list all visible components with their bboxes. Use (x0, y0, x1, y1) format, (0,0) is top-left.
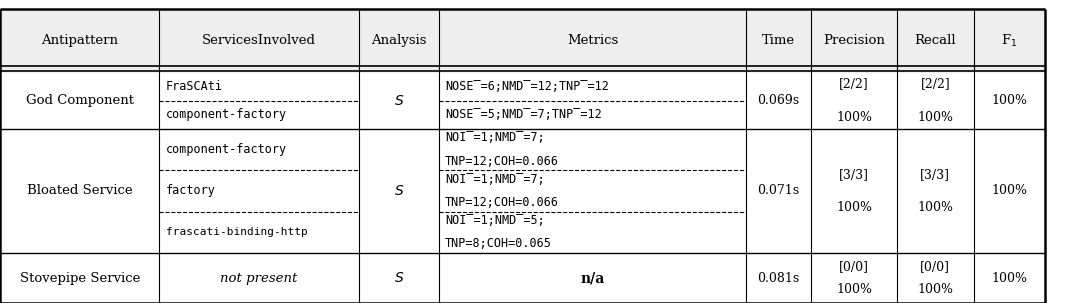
Text: 100%: 100% (991, 94, 1027, 107)
Text: Recall: Recall (914, 35, 956, 47)
Text: not present: not present (221, 271, 297, 285)
Text: 0.069s: 0.069s (757, 94, 800, 107)
Text: Bloated Service: Bloated Service (27, 185, 132, 197)
Text: 100%: 100% (991, 271, 1027, 285)
Text: NOI̅=1;NMD̅=5;: NOI̅=1;NMD̅=5; (445, 214, 545, 227)
Text: $S$: $S$ (394, 94, 404, 108)
Text: n/a: n/a (581, 271, 605, 285)
Text: Precision: Precision (823, 35, 885, 47)
Text: Antipattern: Antipattern (41, 35, 118, 47)
Text: ServicesInvolved: ServicesInvolved (202, 35, 316, 47)
Text: TNP=12;COH=0.066: TNP=12;COH=0.066 (445, 155, 559, 168)
Text: frascati-binding-http: frascati-binding-http (166, 227, 308, 237)
Text: [0/0]: [0/0] (839, 261, 869, 274)
Text: [3/3]: [3/3] (921, 168, 950, 181)
Text: [2/2]: [2/2] (921, 77, 950, 90)
Text: 100%: 100% (918, 111, 953, 124)
Text: NOI̅=1;NMD̅=7;: NOI̅=1;NMD̅=7; (445, 132, 545, 145)
Text: 0.071s: 0.071s (757, 185, 800, 197)
Bar (0, 9, 1045, 73)
Text: NOI̅=1;NMD̅=7;: NOI̅=1;NMD̅=7; (445, 173, 545, 186)
Text: Analysis: Analysis (372, 35, 426, 47)
Text: 100%: 100% (836, 282, 872, 295)
Text: God Component: God Component (26, 94, 134, 107)
Text: Time: Time (763, 35, 795, 47)
Text: Metrics: Metrics (568, 35, 618, 47)
Text: 100%: 100% (918, 282, 953, 295)
Text: TNP=8;COH=0.065: TNP=8;COH=0.065 (445, 237, 551, 250)
Text: 100%: 100% (836, 111, 872, 124)
Text: 100%: 100% (918, 201, 953, 214)
Bar (0, 73, 1045, 303)
Text: 100%: 100% (836, 201, 872, 214)
Text: F$_1$: F$_1$ (1001, 33, 1018, 49)
Text: FraSCAti: FraSCAti (166, 80, 223, 93)
Text: component-factory: component-factory (166, 143, 286, 156)
Text: NOSE̅=6;NMD̅=12;TNP̅=12: NOSE̅=6;NMD̅=12;TNP̅=12 (445, 80, 609, 93)
Text: [0/0]: [0/0] (921, 261, 950, 274)
Text: $S$: $S$ (394, 184, 404, 198)
Text: [2/2]: [2/2] (839, 77, 869, 90)
Text: TNP=12;COH=0.066: TNP=12;COH=0.066 (445, 196, 559, 209)
Text: $S$: $S$ (394, 271, 404, 285)
Text: 0.081s: 0.081s (757, 271, 800, 285)
Text: 100%: 100% (991, 185, 1027, 197)
Text: Stovepipe Service: Stovepipe Service (19, 271, 140, 285)
Text: NOSE̅=5;NMD̅=7;TNP̅=12: NOSE̅=5;NMD̅=7;TNP̅=12 (445, 108, 602, 121)
Text: factory: factory (166, 185, 215, 197)
Text: component-factory: component-factory (166, 108, 286, 121)
Text: [3/3]: [3/3] (839, 168, 869, 181)
